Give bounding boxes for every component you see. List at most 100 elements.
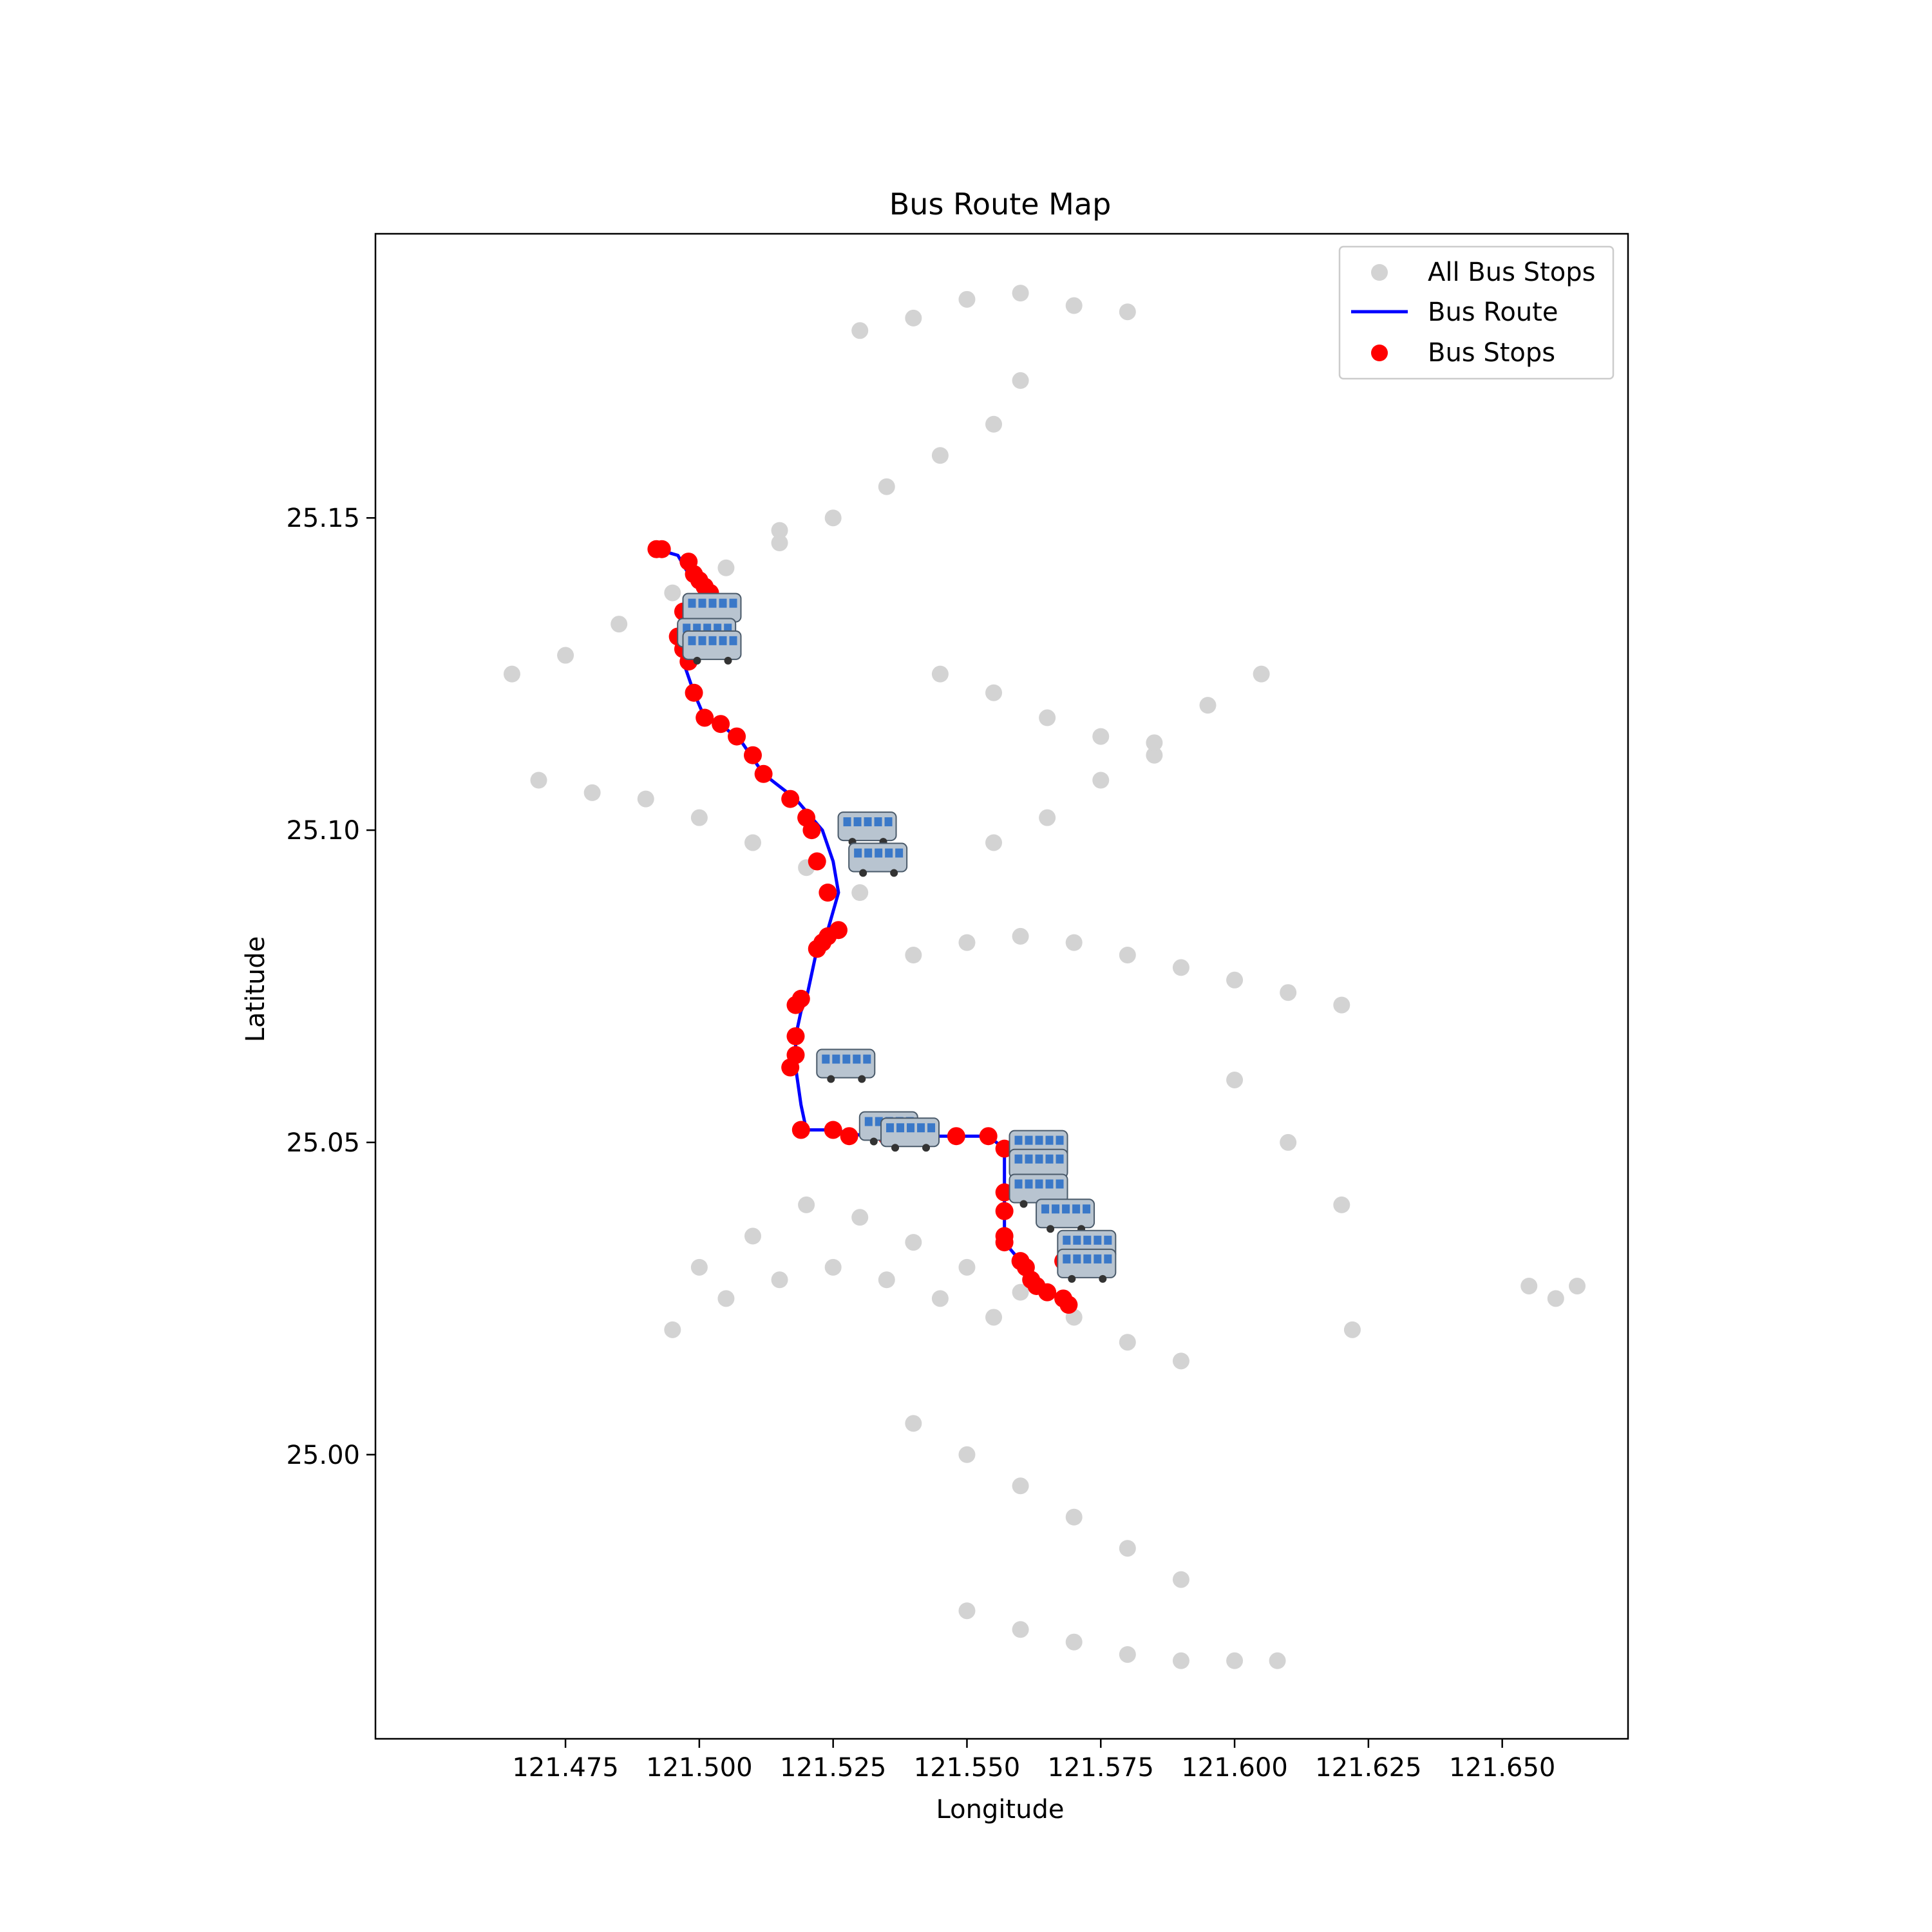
all-bus-stop-point bbox=[1547, 1290, 1564, 1307]
all-bus-stop-point bbox=[958, 1258, 976, 1276]
all-bus-stop-point bbox=[958, 1602, 976, 1620]
bus-icon bbox=[1057, 1248, 1117, 1283]
all-bus-stop-point bbox=[878, 478, 895, 495]
bus-icon-window bbox=[708, 636, 717, 645]
all-bus-stop-point bbox=[1569, 1277, 1586, 1294]
all-bus-stop-point bbox=[931, 1290, 949, 1307]
bus-icon bbox=[1036, 1198, 1095, 1233]
y-tick-label: 25.05 bbox=[286, 1128, 360, 1158]
all-bus-stop-point bbox=[1172, 1652, 1189, 1669]
all-bus-stop-point bbox=[958, 290, 976, 308]
bus-icon-window bbox=[1072, 1204, 1081, 1214]
route-bus-stop-point bbox=[754, 764, 773, 783]
bus-icon-window bbox=[1014, 1179, 1023, 1189]
x-tick-label: 121.525 bbox=[780, 1753, 886, 1783]
bus-icon-window bbox=[842, 1054, 851, 1064]
route-bus-stop-point bbox=[685, 683, 703, 702]
route-bus-stop-point bbox=[652, 540, 671, 558]
bus-icon-window bbox=[1062, 1204, 1070, 1214]
bus-icon-window bbox=[853, 817, 862, 827]
x-tick-label: 121.475 bbox=[512, 1753, 618, 1783]
x-tick-label: 121.600 bbox=[1181, 1753, 1287, 1783]
bus-icon-window bbox=[1035, 1135, 1043, 1145]
bus-icon-window bbox=[864, 848, 873, 858]
plot-area bbox=[374, 232, 1629, 1740]
bus-icon bbox=[1009, 1173, 1068, 1208]
all-bus-stop-point bbox=[958, 1446, 976, 1463]
all-bus-stop-point bbox=[1065, 934, 1083, 951]
route-bus-stop-point bbox=[979, 1127, 998, 1146]
x-axis-label: Longitude bbox=[936, 1795, 1065, 1824]
bus-icon bbox=[880, 1117, 940, 1152]
all-bus-stop-point bbox=[583, 784, 601, 801]
route-bus-stop-point bbox=[995, 1233, 1014, 1252]
all-bus-stop-point bbox=[1343, 1321, 1361, 1338]
all-bus-stop-point bbox=[905, 1234, 922, 1251]
x-tick-label: 121.625 bbox=[1315, 1753, 1421, 1783]
all-bus-stop-point bbox=[1039, 809, 1056, 826]
bus-icon-window bbox=[896, 1123, 905, 1133]
all-bus-stop-point bbox=[1012, 285, 1029, 302]
legend-label-route-stops: Bus Stops bbox=[1428, 338, 1555, 368]
all-bus-stop-point bbox=[1172, 1352, 1189, 1370]
route-bus-stop-point bbox=[995, 1202, 1014, 1220]
bus-icon-window bbox=[1045, 1154, 1054, 1164]
bus-icon-window bbox=[1035, 1154, 1043, 1164]
bus-icon-window bbox=[863, 1054, 871, 1064]
all-bus-stop-point bbox=[611, 616, 628, 633]
bus-icon-window bbox=[886, 1123, 895, 1133]
bus-icon-wheel bbox=[724, 656, 732, 665]
route-bus-stop-point bbox=[808, 852, 826, 871]
all-bus-stop-point bbox=[1012, 927, 1029, 945]
bus-icon-window bbox=[688, 636, 696, 645]
route-bus-stop-point bbox=[947, 1127, 965, 1146]
bus-icon-window bbox=[1025, 1154, 1033, 1164]
bus-icon-window bbox=[1041, 1204, 1050, 1214]
bus-icon-window bbox=[1083, 1204, 1091, 1214]
bus-icon-wheel bbox=[890, 869, 898, 877]
all-bus-stop-point bbox=[771, 522, 788, 539]
all-bus-stop-point bbox=[1092, 772, 1110, 789]
all-bus-stop-point bbox=[1065, 297, 1083, 314]
all-bus-stop-point bbox=[1012, 372, 1029, 389]
bus-icon-wheel bbox=[1046, 1225, 1055, 1233]
all-bus-stop-point bbox=[744, 834, 761, 851]
bus-icon-wheel bbox=[858, 1075, 866, 1083]
route-bus-stop-point bbox=[786, 1027, 805, 1046]
all-bus-stop-point bbox=[1012, 1477, 1029, 1495]
bus-icon-window bbox=[1073, 1235, 1081, 1245]
bus-icon-window bbox=[843, 817, 851, 827]
bus-icon-window bbox=[1025, 1179, 1033, 1189]
legend-label-all-stops: All Bus Stops bbox=[1428, 258, 1595, 287]
all-bus-stop-point bbox=[1226, 1071, 1244, 1088]
all-bus-stop-point bbox=[931, 447, 949, 464]
bus-icon bbox=[848, 842, 908, 877]
all-bus-stop-point bbox=[690, 809, 708, 826]
y-tick-label: 25.15 bbox=[286, 504, 360, 533]
bus-icon-window bbox=[822, 1054, 830, 1064]
bus-icon-window bbox=[708, 598, 717, 608]
all-bus-stop-point bbox=[637, 790, 654, 808]
all-bus-stop-point bbox=[1119, 1646, 1136, 1663]
bus-icon-window bbox=[854, 848, 862, 858]
all-bus-stop-point bbox=[1092, 728, 1110, 745]
bus-icon-window bbox=[1104, 1254, 1112, 1264]
bus-icon-window bbox=[1063, 1254, 1071, 1264]
all-bus-stop-point bbox=[1039, 709, 1056, 726]
bus-icon-wheel bbox=[1099, 1274, 1107, 1283]
route-bus-stop-point bbox=[791, 1121, 810, 1139]
route-bus-stop-point bbox=[1059, 1296, 1078, 1314]
y-axis-label: Latitude bbox=[241, 936, 270, 1043]
legend: All Bus Stops Bus Route Bus Stops bbox=[1338, 245, 1615, 380]
all-bus-stop-point bbox=[958, 934, 976, 951]
all-bus-stop-point bbox=[851, 322, 869, 339]
bus-icon bbox=[816, 1048, 876, 1083]
bus-icon-window bbox=[927, 1123, 936, 1133]
all-bus-stop-point bbox=[1280, 1133, 1297, 1151]
all-bus-stop-point bbox=[664, 584, 681, 601]
bus-icon-window bbox=[875, 848, 883, 858]
y-tick-label: 25.00 bbox=[286, 1441, 360, 1470]
all-bus-stop-point bbox=[985, 1309, 1003, 1326]
bus-icon-wheel bbox=[693, 656, 701, 665]
